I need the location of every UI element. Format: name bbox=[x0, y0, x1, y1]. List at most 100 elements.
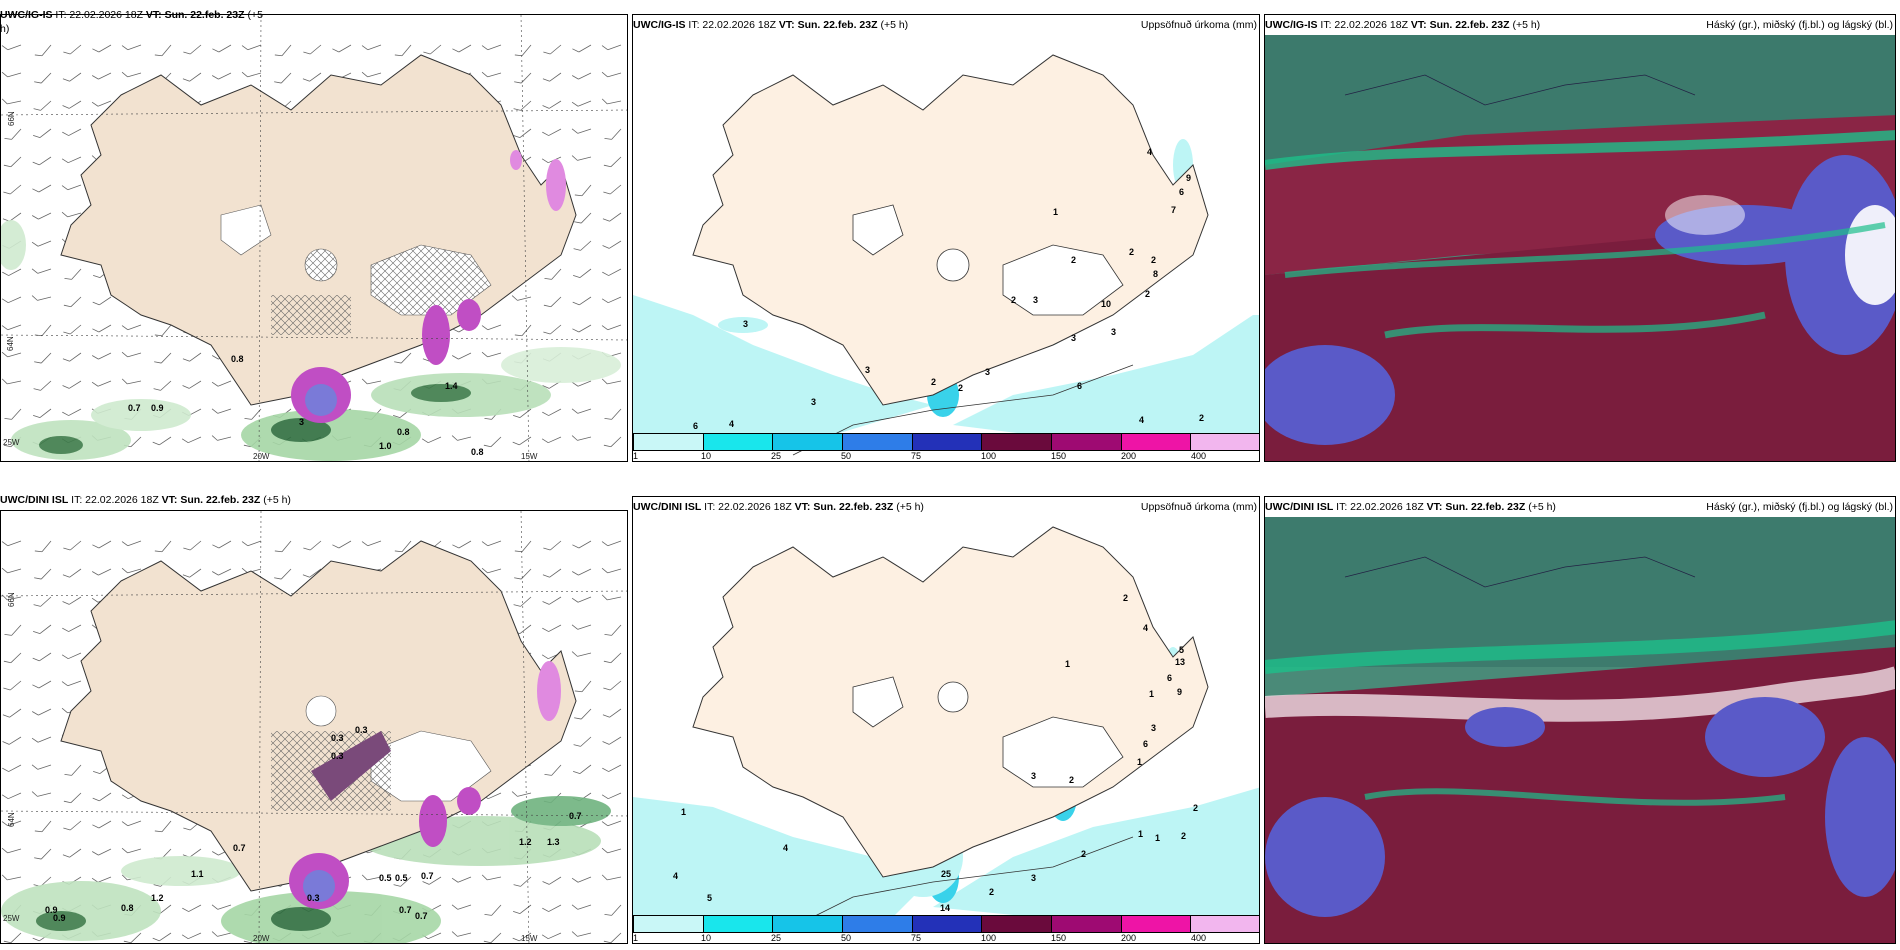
wind-barb bbox=[62, 72, 82, 82]
wind-barb bbox=[211, 72, 232, 80]
wind-barb bbox=[542, 624, 562, 632]
wind-barb bbox=[3, 680, 22, 691]
svg-text:14: 14 bbox=[940, 903, 950, 913]
wind-barb bbox=[571, 128, 592, 134]
wind-barb bbox=[62, 408, 82, 416]
wind-barb bbox=[211, 408, 232, 414]
panel-header: UWC/IG-IS IT: 22.02.2026 18Z VT: Sun. 22… bbox=[1265, 19, 1541, 31]
wind-barb bbox=[452, 540, 472, 549]
svg-text:0.8: 0.8 bbox=[121, 903, 134, 913]
wind-barb bbox=[1, 792, 22, 800]
panel-ig-wind: UWC/IG-IS IT: 22.02.2026 18Z VT: Sun. 22… bbox=[0, 9, 628, 462]
wind-barb bbox=[544, 764, 562, 776]
panel-header: UWC/DINI ISL IT: 22.02.2026 18Z VT: Sun.… bbox=[0, 494, 291, 506]
cloud-map-ig[interactable] bbox=[1265, 15, 1896, 462]
svg-text:4: 4 bbox=[673, 871, 678, 881]
wind-barb bbox=[451, 435, 472, 441]
wind-barb bbox=[481, 540, 502, 547]
svg-text:3: 3 bbox=[865, 365, 870, 375]
wind-barb bbox=[61, 680, 82, 687]
wind-barb bbox=[514, 44, 532, 57]
wind-barb bbox=[512, 128, 532, 138]
wind-barb bbox=[573, 736, 592, 747]
wind-barb bbox=[601, 378, 622, 385]
wind-barb bbox=[31, 240, 52, 247]
wind-barb bbox=[361, 44, 382, 51]
wind-barb bbox=[211, 904, 232, 910]
panel-dini-wind: UWC/DINI ISL IT: 22.02.2026 18Z VT: Sun.… bbox=[0, 494, 628, 944]
cloud-map-dini[interactable] bbox=[1265, 497, 1896, 944]
wind-barb bbox=[571, 155, 592, 161]
wind-barb bbox=[1, 71, 22, 78]
wind-barb bbox=[31, 295, 52, 301]
wind-barb bbox=[182, 352, 202, 362]
wind-barb bbox=[64, 268, 82, 280]
wind-barb bbox=[121, 847, 142, 854]
wind-barb bbox=[1, 378, 22, 385]
wind-barb bbox=[514, 568, 532, 580]
svg-text:6: 6 bbox=[1143, 739, 1148, 749]
svg-text:2: 2 bbox=[1199, 413, 1204, 423]
wind-barb bbox=[34, 72, 52, 84]
svg-text:1.2: 1.2 bbox=[151, 893, 164, 903]
svg-text:1.3: 1.3 bbox=[547, 837, 560, 847]
wind-barb bbox=[241, 44, 262, 51]
wind-barb bbox=[1, 324, 22, 331]
wind-barb bbox=[121, 567, 142, 574]
wind-barb bbox=[182, 380, 202, 389]
svg-text:0.7: 0.7 bbox=[569, 811, 582, 821]
svg-text:1: 1 bbox=[1155, 833, 1160, 843]
wind-barb bbox=[361, 71, 382, 78]
colorbar-ticks: 1 10 25 50 75 100 150 200 400 bbox=[633, 933, 1207, 943]
wind-barb bbox=[2, 268, 22, 276]
svg-text:0.8: 0.8 bbox=[397, 427, 410, 437]
svg-text:4: 4 bbox=[1147, 147, 1152, 157]
wind-barb bbox=[34, 568, 52, 580]
wind-barb bbox=[33, 100, 52, 111]
wind-barb bbox=[512, 436, 532, 446]
wind-barb bbox=[602, 708, 622, 718]
svg-text:9: 9 bbox=[1186, 173, 1191, 183]
svg-text:2: 2 bbox=[1151, 255, 1156, 265]
precip-colorbar bbox=[633, 433, 1259, 451]
wind-barb bbox=[31, 268, 52, 274]
wind-barb bbox=[602, 764, 622, 772]
wind-barb bbox=[62, 100, 82, 109]
svg-text:2: 2 bbox=[1011, 295, 1016, 305]
wind-barb bbox=[604, 128, 622, 140]
svg-text:2: 2 bbox=[1129, 247, 1134, 257]
wind-barb bbox=[154, 44, 172, 57]
wind-barb bbox=[303, 540, 322, 551]
value-labels: 1 4 9 6 7 2 8 2 2 2 10 3 3 6 4 2 3 2 3 2 bbox=[693, 147, 1204, 431]
svg-text:3: 3 bbox=[1031, 771, 1036, 781]
wind-barb bbox=[603, 156, 622, 168]
wind-barb bbox=[571, 931, 592, 937]
precip-map-dini[interactable]: 2 4 5 13 6 9 1 3 6 1 1 2 3 2 1 2 1 1 2 4 bbox=[633, 497, 1260, 944]
wind-barb bbox=[1, 540, 22, 547]
wind-barb bbox=[572, 296, 592, 306]
wind-barb bbox=[572, 44, 592, 53]
wind-barb bbox=[574, 680, 592, 693]
wind-barb bbox=[34, 352, 52, 364]
wind-barb bbox=[542, 72, 562, 82]
precip-colorbar bbox=[633, 915, 1259, 933]
svg-text:2: 2 bbox=[1145, 289, 1150, 299]
value-labels: 0.3 0.3 0.3 0.7 1.1 0.5 0.5 0.7 0.7 0.7 … bbox=[45, 725, 560, 923]
wind-barb bbox=[451, 904, 472, 910]
wind-barb bbox=[121, 378, 142, 385]
wind-barb bbox=[1, 594, 22, 601]
precip-map-ig[interactable]: 1 4 9 6 7 2 8 2 2 2 10 3 3 6 4 2 3 2 3 2 bbox=[633, 15, 1260, 462]
wind-barb bbox=[62, 848, 82, 858]
colorbar-ticks: 1 10 25 50 75 100 150 200 400 bbox=[633, 451, 1207, 461]
wind-barb bbox=[302, 72, 322, 82]
wind-barb bbox=[4, 408, 22, 420]
value-labels: 2 4 5 13 6 9 1 3 6 1 1 2 3 2 1 2 1 1 2 4 bbox=[673, 593, 1198, 913]
wind-barb bbox=[542, 904, 562, 912]
wind-barb bbox=[512, 904, 532, 914]
wind-map-ig[interactable]: 66N 64N 20W 15W 25W 0.8 0.7 0.9 3 1.0 0.… bbox=[1, 15, 628, 462]
panel-dini-cloud: UWC/DINI ISL IT: 22.02.2026 18Z VT: Sun.… bbox=[1264, 496, 1896, 944]
wind-map-dini[interactable]: 66N 64N 20W 15W 25W 0.3 0.3 0.3 0.7 1.1 … bbox=[1, 511, 628, 944]
wind-barb bbox=[211, 435, 232, 441]
wind-barb bbox=[3, 652, 22, 664]
svg-text:3: 3 bbox=[1071, 333, 1076, 343]
